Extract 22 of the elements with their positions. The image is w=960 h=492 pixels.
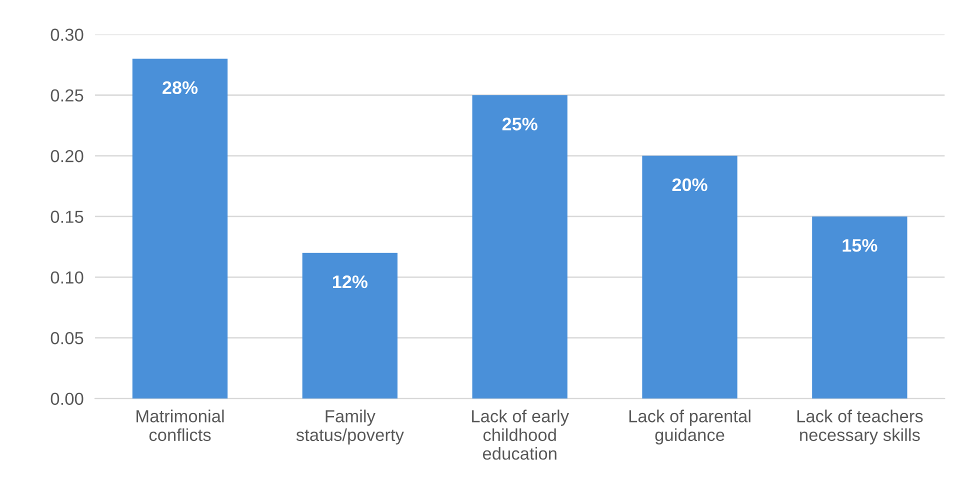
bar — [472, 95, 568, 399]
x-tick-label: Matrimonial conflicts — [136, 410, 224, 442]
data-label: 12% — [332, 275, 368, 288]
y-tick-label: 0.20 — [50, 150, 84, 162]
data-label: 20% — [672, 178, 708, 192]
y-tick-label: 0.25 — [50, 89, 84, 102]
data-label: 28% — [162, 81, 198, 94]
y-tick-label: 0.30 — [50, 28, 84, 41]
data-label: 15% — [842, 239, 878, 252]
bar — [812, 216, 908, 399]
bar — [642, 156, 738, 399]
y-tick-label: 0.00 — [50, 392, 84, 405]
y-tick-label: 0.05 — [50, 332, 84, 344]
bar — [132, 58, 228, 399]
data-label: 25% — [502, 118, 538, 130]
y-tick-label: 0.15 — [50, 210, 84, 223]
y-tick-label: 0.10 — [50, 271, 84, 284]
x-tick-label: Family status/poverty — [296, 410, 404, 445]
bar — [302, 252, 398, 399]
x-tick-label: Lack of teachers necessary skills — [797, 410, 923, 445]
x-tick-label: Lack of early childhood education — [472, 410, 570, 460]
x-tick-label: Lack of parental guidance — [629, 410, 750, 445]
